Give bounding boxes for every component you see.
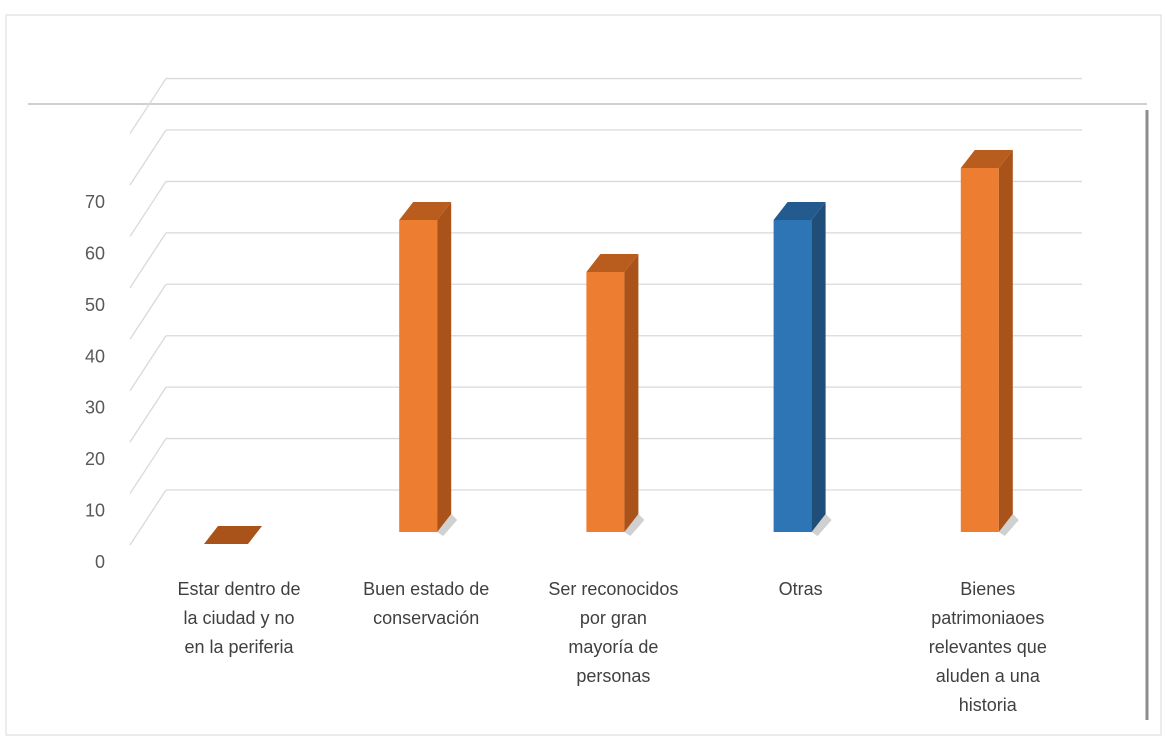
bar-shadow (811, 514, 832, 536)
gridline-depth (129, 78, 167, 134)
x-tick-label: mayoría de (568, 637, 658, 657)
bars (204, 150, 1019, 544)
gridline-depth (129, 438, 167, 494)
gridline-depth (129, 283, 167, 340)
y-tick-label: 40 (85, 346, 105, 366)
y-tick-label: 0 (95, 552, 105, 572)
y-tick-label: 20 (85, 449, 105, 469)
x-tick-label: Buen estado de (363, 579, 489, 599)
bar (399, 220, 438, 532)
x-tick-label: la ciudad y no (183, 608, 294, 628)
y-tick-label: 10 (85, 501, 105, 521)
bar-shadow (437, 514, 458, 536)
bar-top (399, 202, 452, 220)
bar-side (624, 254, 639, 532)
bar (960, 168, 999, 532)
bar-side (437, 202, 452, 532)
x-tick-label: Ser reconocidos (548, 579, 678, 599)
x-tick-label: conservación (373, 608, 479, 628)
x-tick-label: aluden a una (936, 666, 1041, 686)
y-tick-label: 50 (85, 295, 105, 315)
y-tick-label: 60 (85, 243, 105, 263)
bar (586, 272, 625, 532)
bar-side (811, 202, 826, 532)
x-tick-label: Otras (779, 579, 823, 599)
x-tick-label: Bienes (960, 579, 1015, 599)
y-tick-label: 70 (85, 192, 105, 212)
x-tick-label: personas (576, 666, 650, 686)
gridline-depth (129, 232, 167, 289)
x-axis: Estar dentro de la ciudad y no en la perif… (177, 579, 1046, 715)
bar (204, 526, 262, 544)
x-tick-label: Estar dentro de (177, 579, 300, 599)
y-tick-label: 30 (85, 398, 105, 418)
x-tick-label: en la periferia (184, 637, 294, 657)
x-tick-label: historia (959, 695, 1018, 715)
x-tick-label: patrimoniaoes (931, 608, 1044, 628)
bar-top (960, 150, 1013, 168)
bar-top (773, 202, 826, 220)
gridline-depth (129, 129, 167, 186)
gridline-depth (129, 335, 167, 392)
x-tick-label: relevantes que (929, 637, 1047, 657)
bar-shadow (624, 514, 645, 536)
gridline-depth (129, 181, 167, 237)
y-axis: 0 10 20 30 40 50 60 70 (85, 192, 105, 572)
gridline-depth (129, 386, 167, 443)
bar (773, 220, 812, 532)
bar-side (998, 150, 1013, 532)
bar-top (586, 254, 639, 272)
bar-shadow (998, 514, 1019, 536)
gridline-depth (129, 489, 167, 546)
x-tick-label: por gran (580, 608, 647, 628)
